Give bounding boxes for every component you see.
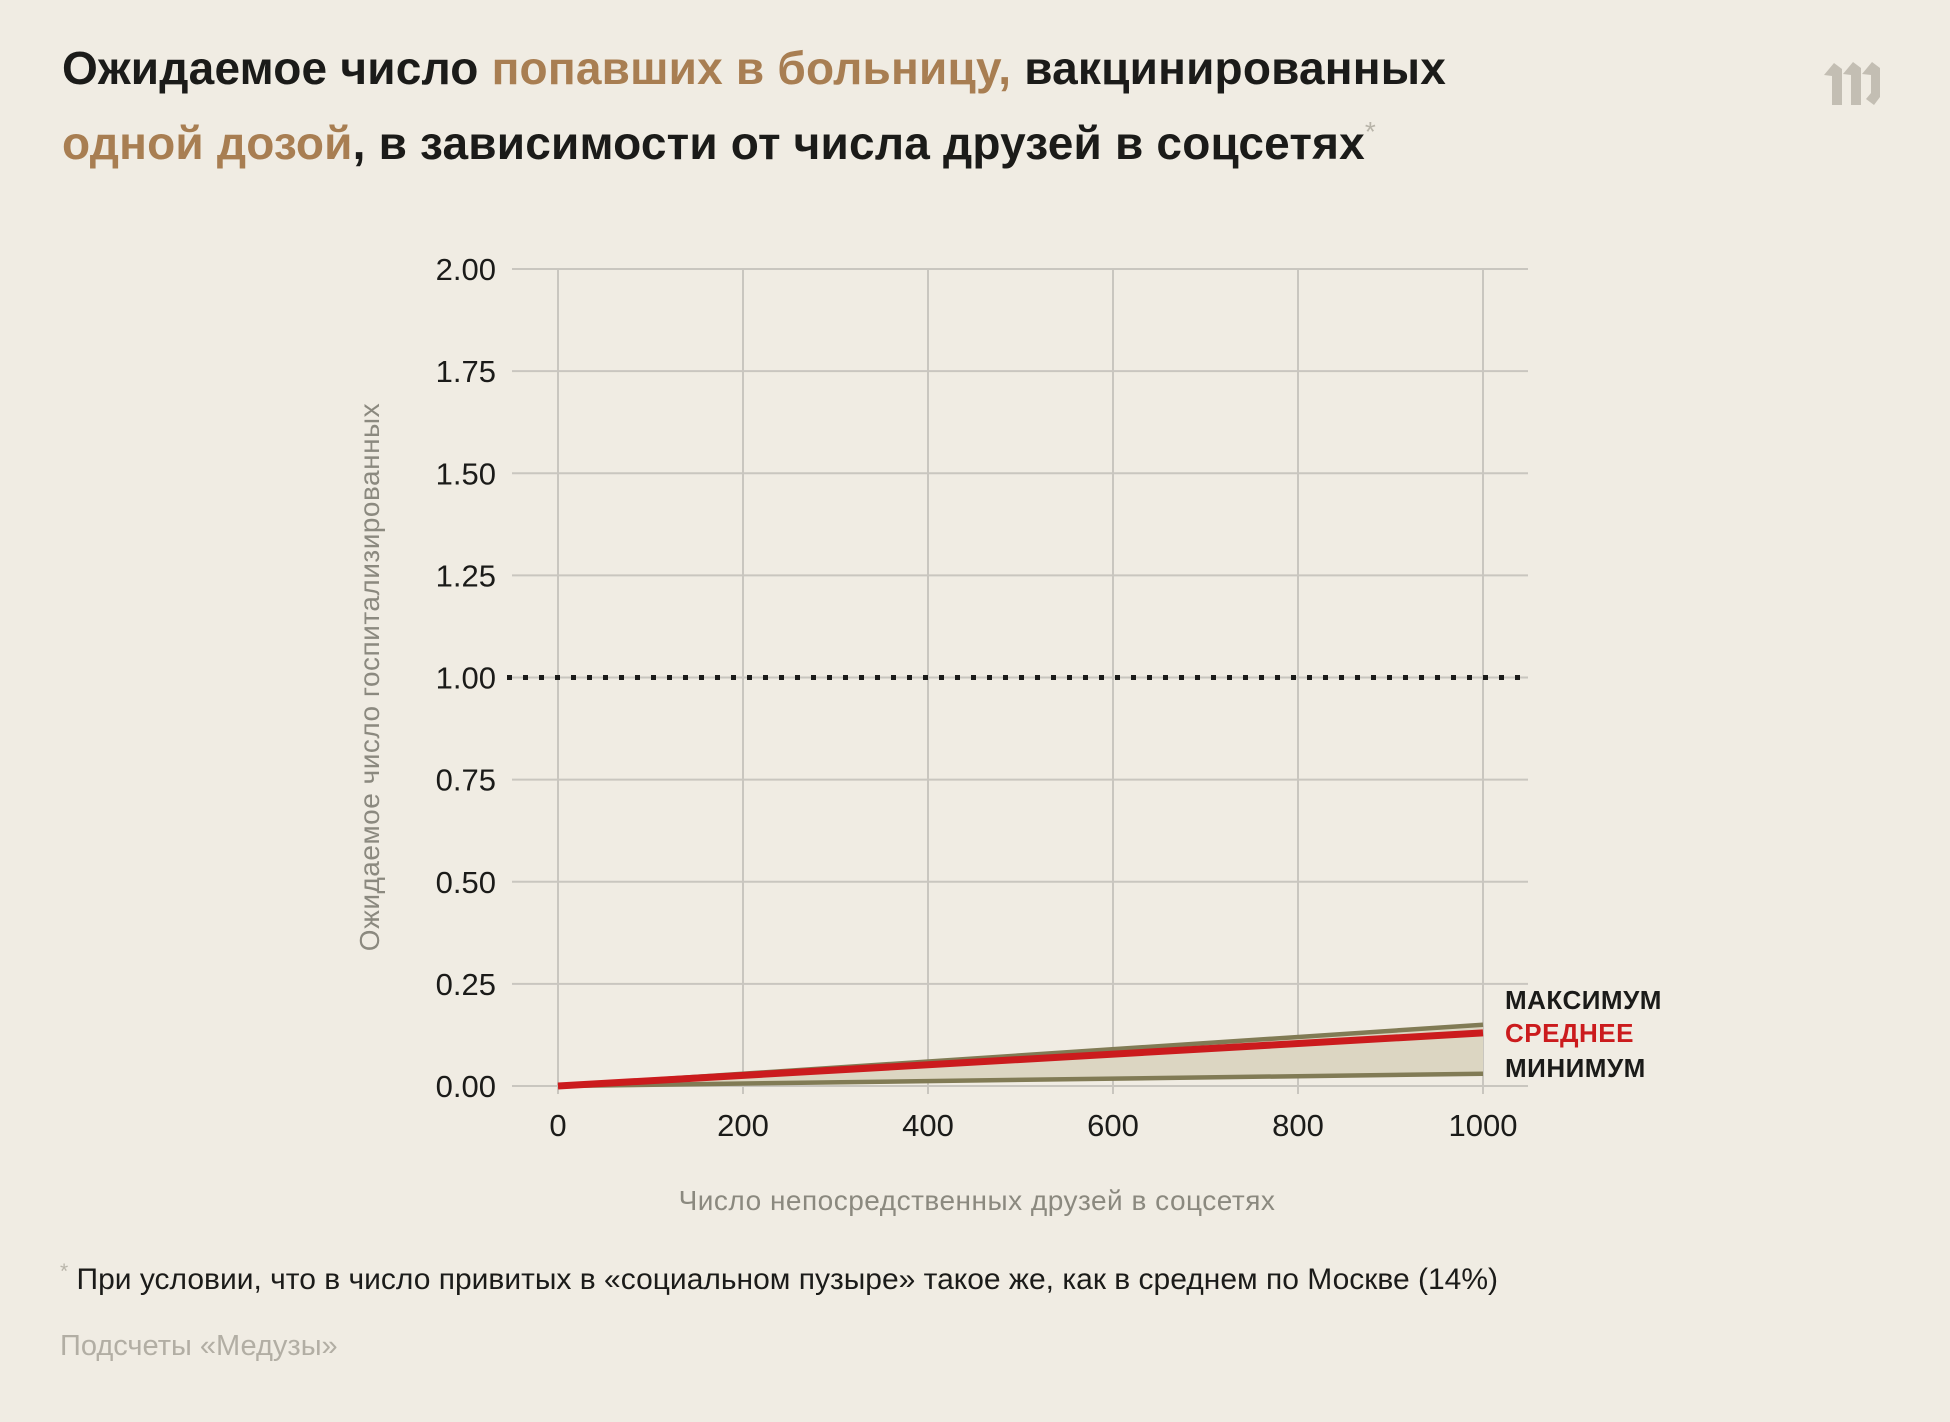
title-segment-accent: одной дозой bbox=[62, 117, 353, 169]
x-tick-label: 200 bbox=[717, 1108, 769, 1143]
x-axis-title: Число непосредственных друзей в соцсетях bbox=[678, 1185, 1276, 1216]
x-tick-label: 800 bbox=[1272, 1108, 1324, 1143]
title-segment-accent: попавших в больницу, bbox=[491, 42, 1025, 94]
meduza-logo-icon bbox=[1824, 62, 1880, 105]
x-tick-label: 400 bbox=[902, 1108, 954, 1143]
legend-minimum: МИНИМУМ bbox=[1505, 1053, 1646, 1083]
y-tick-label: 0.00 bbox=[436, 1069, 496, 1104]
title-asterisk: * bbox=[1364, 116, 1377, 147]
source-credit: Подсчеты «Медузы» bbox=[60, 1330, 338, 1362]
legend-maximum: МАКСИМУМ bbox=[1505, 985, 1662, 1015]
y-tick-label: 0.25 bbox=[436, 967, 496, 1002]
x-tick-label: 0 bbox=[549, 1108, 566, 1143]
footnote-text: При условии, что в число привитых в «соц… bbox=[68, 1263, 1499, 1296]
y-tick-label: 1.50 bbox=[436, 456, 496, 491]
footnote: * При условии, что в число привитых в «с… bbox=[60, 1260, 1498, 1297]
page-title: Ожидаемое число попавших в больницу, вак… bbox=[62, 36, 1782, 175]
title-segment: Ожидаемое число bbox=[62, 42, 492, 94]
y-tick-label: 1.00 bbox=[436, 661, 496, 696]
y-tick-label: 0.75 bbox=[436, 763, 496, 798]
x-tick-label: 1000 bbox=[1449, 1108, 1518, 1143]
title-segment: вакцинированных bbox=[1024, 42, 1447, 94]
minimum-line bbox=[557, 1071, 1484, 1089]
title-segment: , в зависимости от числа друзей в соцсет… bbox=[352, 117, 1365, 169]
average-line bbox=[557, 1029, 1484, 1090]
y-axis-title: Ожидаемое число госпитализированных bbox=[354, 402, 385, 952]
y-tick-label: 0.50 bbox=[436, 865, 496, 900]
legend-average: СРЕДНЕЕ bbox=[1505, 1018, 1634, 1048]
y-tick-label: 1.75 bbox=[436, 354, 496, 389]
footnote-asterisk: * bbox=[60, 1260, 69, 1283]
x-tick-label: 600 bbox=[1087, 1108, 1139, 1143]
y-tick-label: 1.25 bbox=[436, 558, 496, 593]
y-tick-label: 2.00 bbox=[436, 252, 496, 287]
